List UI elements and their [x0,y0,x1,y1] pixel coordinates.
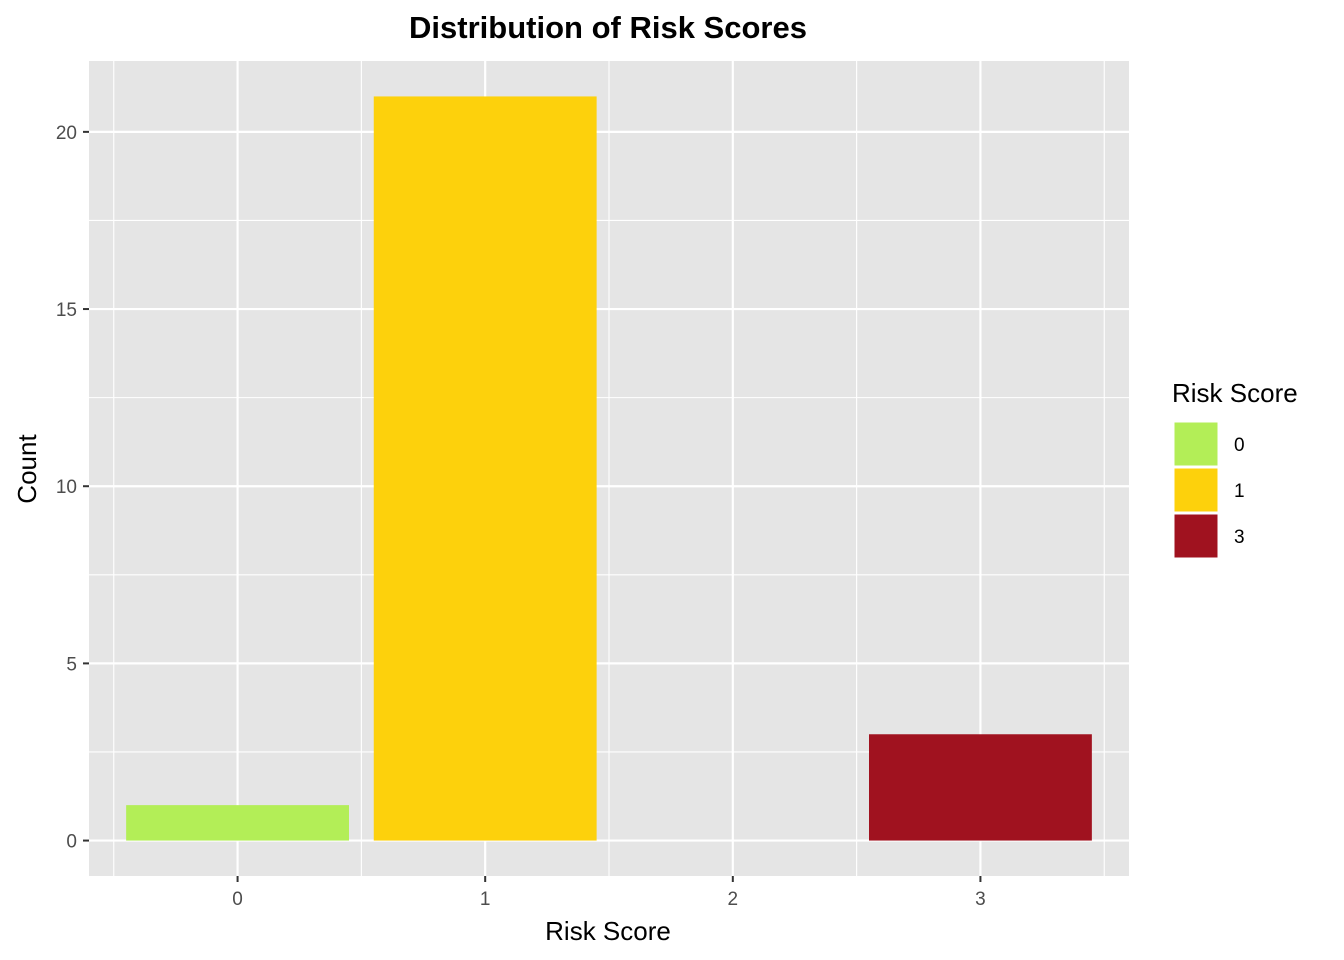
x-tick-label: 3 [975,889,986,910]
x-tick-label: 2 [728,889,739,910]
legend-label-1: 1 [1234,481,1245,502]
legend-label-3: 3 [1234,527,1245,548]
legend-key-3 [1173,513,1219,559]
legend-label-0: 0 [1234,435,1245,456]
chart-title: Distribution of Risk Scores [409,10,807,45]
x-tick-label: 0 [232,889,243,910]
y-tick-label: 15 [56,300,77,321]
x-axis: 0 1 2 3 [232,876,986,910]
y-axis-title: Count [12,434,42,504]
bar-1 [373,96,597,841]
bar-0 [126,805,350,841]
y-axis: 0 5 10 15 20 [56,123,89,853]
y-tick-label: 10 [56,477,77,498]
legend-key-1 [1173,467,1219,513]
legend-title: Risk Score [1172,378,1298,408]
y-tick-label: 20 [56,123,77,144]
bar-3 [869,734,1092,841]
legend: Risk Score 0 1 3 [1172,378,1298,559]
y-tick-label: 5 [66,654,77,675]
x-axis-title: Risk Score [545,916,671,946]
y-tick-label: 0 [66,832,77,853]
x-tick-label: 1 [480,889,491,910]
bars [126,96,1092,841]
legend-key-0 [1173,421,1219,467]
